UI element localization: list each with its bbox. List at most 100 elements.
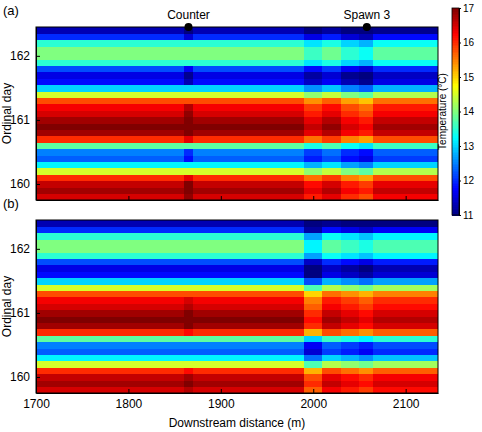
heatmap-cell xyxy=(193,226,304,233)
heatmap-cell xyxy=(36,348,184,355)
heatmap-cell xyxy=(184,181,194,188)
heatmap-cell xyxy=(359,258,373,265)
heatmap-cell xyxy=(359,78,373,85)
colorbar-tick: 12 xyxy=(459,175,475,186)
heatmap-cell xyxy=(341,323,360,330)
x-tick-label: 1800 xyxy=(116,397,143,411)
x-tick-mark xyxy=(128,389,129,393)
heatmap-cell xyxy=(359,335,373,342)
heatmap-cell xyxy=(322,181,341,188)
heatmap-cell xyxy=(184,355,194,362)
heatmap-cell xyxy=(359,104,373,111)
heatmap-cell xyxy=(184,290,194,297)
heatmap-cell xyxy=(184,342,194,349)
heatmap-cell xyxy=(373,40,438,47)
y-tick: 160 xyxy=(10,177,40,191)
heatmap-cell xyxy=(373,348,438,355)
heatmap-cell xyxy=(373,265,438,272)
heatmap-cell xyxy=(373,220,438,227)
heatmap-cell xyxy=(304,181,323,188)
panel: 17001800190020002100160161162 xyxy=(10,220,439,411)
heatmap-cell xyxy=(359,130,373,137)
heatmap-cell xyxy=(36,97,184,104)
heatmap-cell xyxy=(359,284,373,291)
heatmap-cell xyxy=(359,380,373,387)
heatmap-cell xyxy=(322,323,341,330)
heatmap-cell xyxy=(341,65,360,72)
heatmap-cell xyxy=(359,342,373,349)
heatmap-cell xyxy=(36,387,184,393)
x-tick-mark xyxy=(128,196,129,200)
heatmap-cell xyxy=(36,155,184,162)
heatmap-cell xyxy=(373,226,438,233)
heatmap-cell xyxy=(341,348,360,355)
heatmap-cell xyxy=(36,136,184,143)
heatmap-cell xyxy=(341,297,360,304)
heatmap-cell xyxy=(341,149,360,156)
heatmap-cell xyxy=(322,220,341,227)
heatmap-cell xyxy=(184,155,194,162)
heatmap-cell xyxy=(341,40,360,47)
heatmap-cell xyxy=(304,187,323,194)
heatmap-cell xyxy=(304,78,323,85)
heatmap-cell xyxy=(322,65,341,72)
heatmap-cell xyxy=(304,27,323,34)
heatmap-cell xyxy=(373,65,438,72)
heatmap-cell xyxy=(359,323,373,330)
heatmap-cell xyxy=(36,46,184,53)
heatmap-cell xyxy=(341,194,360,200)
heatmap-cell xyxy=(341,246,360,253)
heatmap-cell xyxy=(341,278,360,285)
plot-frame xyxy=(36,220,438,393)
heatmap-cell xyxy=(341,155,360,162)
x-tick-mark xyxy=(221,389,222,393)
heatmap-cell xyxy=(36,329,184,336)
heatmap-cell xyxy=(373,246,438,253)
heatmap-cell xyxy=(304,380,323,387)
x-axis xyxy=(37,196,439,201)
heatmap-cell xyxy=(184,168,194,175)
heatmap-cell xyxy=(373,136,438,143)
heatmap-cell xyxy=(322,104,341,111)
heatmap-cell xyxy=(184,65,194,72)
heatmap-cell xyxy=(341,168,360,175)
heatmap-cell xyxy=(373,380,438,387)
heatmap-cell xyxy=(359,348,373,355)
heatmap-cell xyxy=(359,168,373,175)
heatmap-cell xyxy=(373,310,438,317)
y-axis-line xyxy=(36,28,37,201)
heatmap-cell xyxy=(322,329,341,336)
colorbar-tick-label: 12 xyxy=(463,175,475,186)
heatmap-cell xyxy=(304,174,323,181)
heatmap-cell xyxy=(359,220,373,227)
heatmap-cell xyxy=(373,252,438,259)
heatmap-cell xyxy=(193,123,304,130)
y-tick-mark xyxy=(36,249,40,250)
heatmap-cell xyxy=(373,130,438,137)
heatmap-cell xyxy=(193,233,304,240)
heatmap-cell xyxy=(341,59,360,66)
heatmap-cell xyxy=(304,40,323,47)
x-tick: 1900 xyxy=(208,389,235,411)
heatmap-cell xyxy=(36,142,184,149)
heatmap-cell xyxy=(322,246,341,253)
y-tick-mark xyxy=(36,120,40,121)
heatmap-cell xyxy=(193,155,304,162)
heatmap-cell xyxy=(341,72,360,79)
heatmap-cell xyxy=(322,136,341,143)
heatmap-cell xyxy=(373,117,438,124)
heatmap-cell xyxy=(322,258,341,265)
x-tick-label: 1900 xyxy=(208,397,235,411)
heatmap-cell xyxy=(373,123,438,130)
y-tick-mark xyxy=(36,184,40,185)
heatmap-cell xyxy=(322,278,341,285)
heatmap-cell xyxy=(36,181,184,188)
heatmap-cell xyxy=(322,91,341,98)
heatmap-cell xyxy=(373,284,438,291)
heatmap-cell xyxy=(304,142,323,149)
heatmap-cell xyxy=(322,342,341,349)
x-tick: 2100 xyxy=(393,389,420,411)
heatmap-cell xyxy=(36,380,184,387)
heatmap-cell xyxy=(359,316,373,323)
heatmap-cell xyxy=(193,142,304,149)
